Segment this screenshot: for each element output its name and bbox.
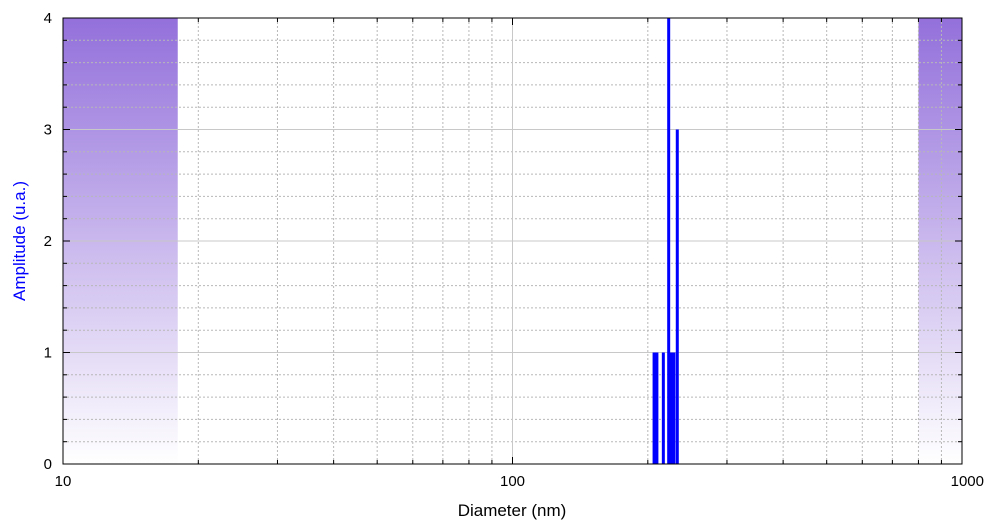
bar bbox=[675, 129, 679, 464]
y-tick-labels: 0 1 2 3 4 bbox=[44, 10, 52, 473]
x-tick-label: 100 bbox=[500, 473, 525, 490]
x-axis-title: Diameter (nm) bbox=[458, 501, 567, 520]
x-tick-label: 10 bbox=[55, 473, 72, 490]
bars bbox=[652, 18, 679, 464]
bar bbox=[652, 352, 656, 464]
bar bbox=[669, 352, 673, 464]
bar bbox=[667, 18, 671, 464]
x-tick-label: 1000 bbox=[951, 473, 984, 490]
y-tick-label: 1 bbox=[44, 345, 52, 362]
bar bbox=[655, 352, 659, 464]
bar bbox=[672, 352, 676, 464]
y-tick-label: 3 bbox=[44, 122, 52, 139]
x-tick-labels: 10 100 1000 bbox=[55, 473, 984, 490]
bar bbox=[661, 352, 665, 464]
y-tick-label: 0 bbox=[44, 456, 52, 473]
y-axis-title: Amplitude (u.a.) bbox=[10, 181, 29, 301]
grid bbox=[63, 18, 962, 464]
y-tick-label: 2 bbox=[44, 233, 52, 250]
y-tick-label: 4 bbox=[44, 10, 52, 27]
plot-frame bbox=[62, 17, 963, 465]
